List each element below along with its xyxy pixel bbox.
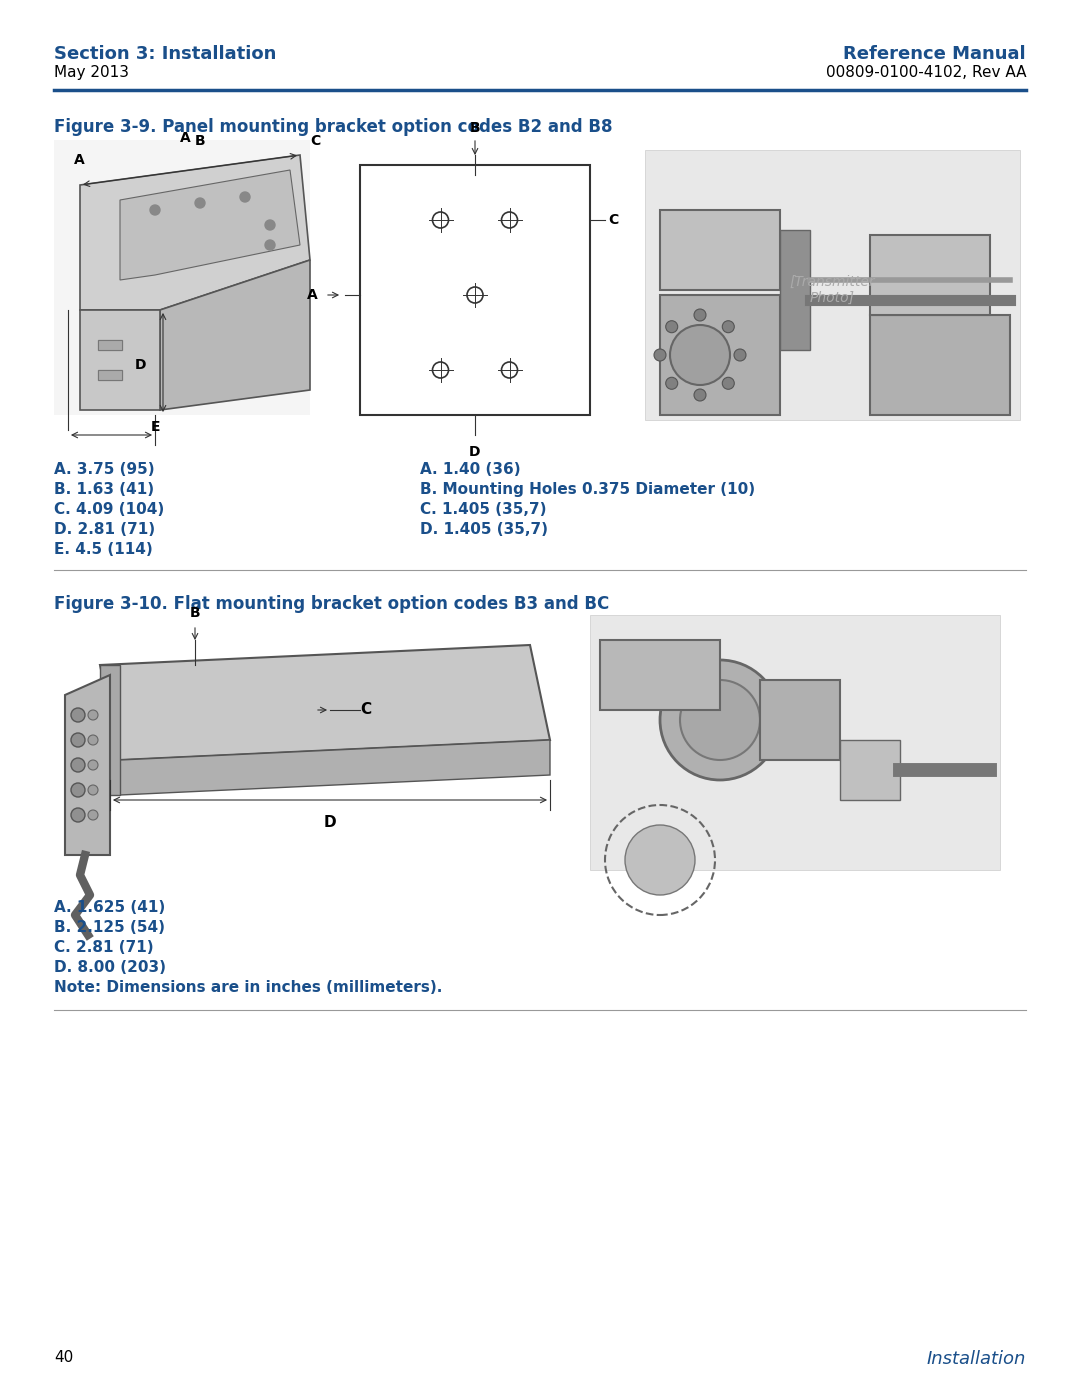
Circle shape: [665, 377, 678, 390]
Bar: [54, 140, 310, 415]
Circle shape: [87, 710, 98, 719]
Bar: [840, 740, 900, 800]
Bar: [600, 640, 720, 710]
Circle shape: [265, 219, 275, 231]
Text: D. 1.405 (35,7): D. 1.405 (35,7): [420, 522, 548, 536]
Text: A. 1.625 (41): A. 1.625 (41): [54, 900, 165, 915]
Bar: [98, 370, 122, 380]
Text: D. 2.81 (71): D. 2.81 (71): [54, 522, 156, 536]
Bar: [760, 680, 840, 760]
Polygon shape: [80, 310, 160, 409]
Polygon shape: [100, 665, 120, 795]
Circle shape: [660, 659, 780, 780]
Bar: [98, 370, 122, 380]
Text: 00809-0100-4102, Rev AA: 00809-0100-4102, Rev AA: [825, 66, 1026, 80]
Text: D: D: [324, 814, 336, 830]
Bar: [590, 615, 1000, 870]
Circle shape: [195, 198, 205, 208]
Circle shape: [723, 377, 734, 390]
Text: B. 2.125 (54): B. 2.125 (54): [54, 921, 165, 935]
Polygon shape: [120, 740, 550, 795]
Circle shape: [265, 240, 275, 250]
Circle shape: [71, 782, 85, 798]
Text: [Transmitter
Photo]: [Transmitter Photo]: [789, 275, 875, 305]
Text: C: C: [310, 134, 321, 148]
Circle shape: [240, 191, 249, 203]
Text: Installation: Installation: [927, 1350, 1026, 1368]
Circle shape: [670, 326, 730, 386]
Bar: [360, 165, 590, 415]
Circle shape: [665, 321, 678, 332]
Text: Reference Manual: Reference Manual: [843, 45, 1026, 63]
Text: A: A: [307, 288, 318, 302]
Polygon shape: [80, 155, 310, 310]
Text: Figure 3-10. Flat mounting bracket option codes B3 and BC: Figure 3-10. Flat mounting bracket optio…: [54, 595, 609, 613]
Text: C. 4.09 (104): C. 4.09 (104): [54, 502, 164, 517]
Bar: [870, 314, 1010, 415]
Text: E. 4.5 (114): E. 4.5 (114): [54, 542, 152, 557]
Circle shape: [71, 759, 85, 773]
Bar: [870, 235, 990, 314]
Text: B: B: [470, 122, 481, 136]
Circle shape: [87, 785, 98, 795]
Polygon shape: [120, 170, 300, 279]
Circle shape: [87, 735, 98, 745]
Polygon shape: [65, 675, 110, 855]
Bar: [660, 295, 780, 415]
Circle shape: [87, 810, 98, 820]
Text: C: C: [360, 703, 372, 718]
Bar: [645, 149, 1020, 420]
Text: Figure 3-9. Panel mounting bracket option codes B2 and B8: Figure 3-9. Panel mounting bracket optio…: [54, 117, 612, 136]
Circle shape: [654, 349, 666, 360]
Text: D. 8.00 (203): D. 8.00 (203): [54, 960, 166, 975]
Text: C. 1.405 (35,7): C. 1.405 (35,7): [420, 502, 546, 517]
Text: May 2013: May 2013: [54, 66, 129, 80]
Text: E: E: [150, 420, 160, 434]
Circle shape: [150, 205, 160, 215]
Text: D: D: [134, 358, 146, 372]
Bar: [660, 210, 780, 291]
Text: C. 2.81 (71): C. 2.81 (71): [54, 940, 153, 956]
Text: A. 3.75 (95): A. 3.75 (95): [54, 462, 154, 476]
Text: Note: Dimensions are in inches (millimeters).: Note: Dimensions are in inches (millimet…: [54, 981, 443, 995]
Polygon shape: [100, 645, 550, 760]
Text: B: B: [190, 606, 200, 620]
Text: A: A: [75, 154, 85, 168]
Circle shape: [723, 321, 734, 332]
Text: A: A: [179, 131, 190, 145]
Circle shape: [71, 708, 85, 722]
Circle shape: [71, 733, 85, 747]
Circle shape: [680, 680, 760, 760]
Circle shape: [734, 349, 746, 360]
Text: A. 1.40 (36): A. 1.40 (36): [420, 462, 521, 476]
Text: Section 3: Installation: Section 3: Installation: [54, 45, 276, 63]
Text: C: C: [608, 212, 618, 226]
Text: B. 1.63 (41): B. 1.63 (41): [54, 482, 154, 497]
Text: B. Mounting Holes 0.375 Diameter (10): B. Mounting Holes 0.375 Diameter (10): [420, 482, 755, 497]
Bar: [780, 231, 810, 351]
Text: B: B: [194, 134, 205, 148]
Text: D: D: [469, 446, 481, 460]
Polygon shape: [160, 260, 310, 409]
Circle shape: [694, 388, 706, 401]
Circle shape: [625, 826, 696, 895]
Bar: [98, 339, 122, 351]
Circle shape: [71, 807, 85, 821]
Circle shape: [87, 760, 98, 770]
Bar: [98, 339, 122, 351]
Text: 40: 40: [54, 1350, 73, 1365]
Circle shape: [694, 309, 706, 321]
